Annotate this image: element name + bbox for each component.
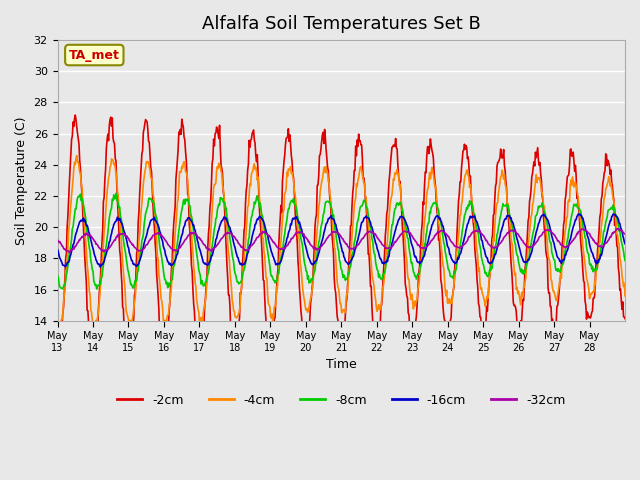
Y-axis label: Soil Temperature (C): Soil Temperature (C) — [15, 116, 28, 245]
Legend: -2cm, -4cm, -8cm, -16cm, -32cm: -2cm, -4cm, -8cm, -16cm, -32cm — [112, 389, 570, 412]
Text: TA_met: TA_met — [69, 48, 120, 61]
X-axis label: Time: Time — [326, 359, 356, 372]
Title: Alfalfa Soil Temperatures Set B: Alfalfa Soil Temperatures Set B — [202, 15, 481, 33]
